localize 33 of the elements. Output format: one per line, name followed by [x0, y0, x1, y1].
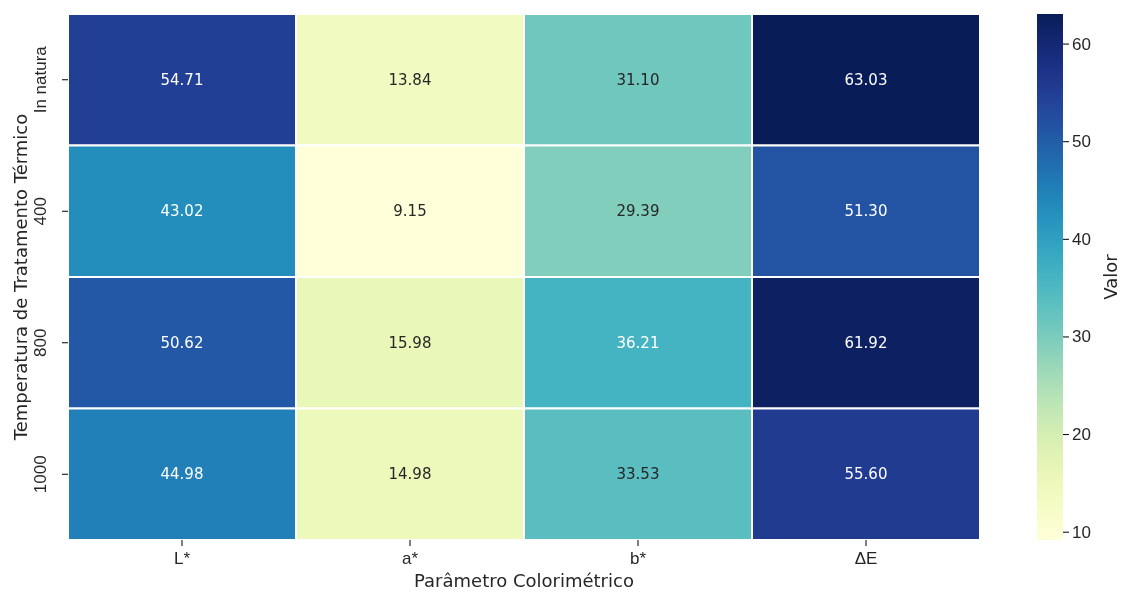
data-label: 36.21 — [616, 333, 660, 352]
color-bar-label: 40 — [1072, 229, 1091, 249]
data-label: 44.98 — [160, 465, 204, 484]
x-axis-title: Parâmetro Colorimétrico — [414, 570, 634, 591]
data-label: 13.84 — [388, 70, 432, 89]
data-label: 43.02 — [160, 202, 204, 221]
x-tick-label: a* — [401, 549, 419, 569]
x-tick-label: b* — [629, 549, 647, 569]
data-label: 9.15 — [393, 202, 427, 221]
y-axis-title: Temperatura de Tratamento Térmico — [10, 113, 31, 442]
data-label: 15.98 — [388, 333, 432, 352]
y-tick-label: In natura — [31, 45, 50, 114]
data-label: 55.60 — [844, 465, 888, 484]
color-bar-title: Valor — [1100, 253, 1121, 300]
data-label: 50.62 — [160, 333, 204, 352]
color-bar-label: 60 — [1072, 34, 1091, 54]
color-bar-label: 10 — [1072, 522, 1091, 542]
color-bar-label: 30 — [1072, 327, 1091, 347]
data-label: 29.39 — [616, 202, 660, 221]
data-label: 51.30 — [844, 202, 888, 221]
data-label: 61.92 — [844, 333, 888, 352]
data-label: 33.53 — [616, 465, 660, 484]
data-label: 14.98 — [388, 465, 432, 484]
y-tick-label: 400 — [31, 197, 50, 226]
color-bar-label: 20 — [1072, 425, 1091, 445]
data-label: 31.10 — [616, 70, 660, 89]
color-bar-label: 50 — [1072, 132, 1091, 152]
data-label: 54.71 — [160, 70, 204, 89]
y-tick-label: 800 — [31, 328, 50, 357]
x-tick-label: L* — [173, 549, 191, 569]
x-tick-label: ΔE — [854, 549, 878, 569]
data-label: 63.03 — [844, 70, 888, 89]
y-tick-label: 1000 — [31, 455, 50, 494]
